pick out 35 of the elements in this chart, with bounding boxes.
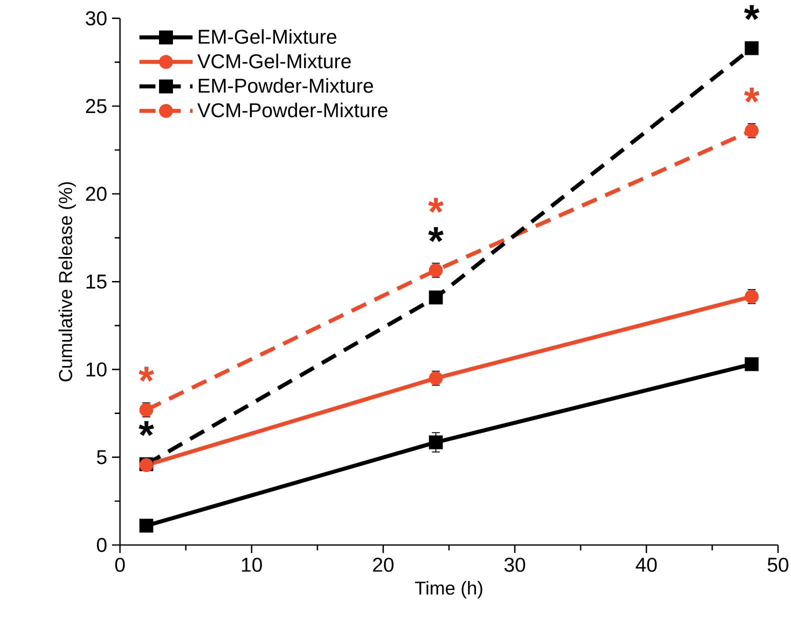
point: [744, 41, 759, 56]
legend-label: EM-Powder-Mixture: [198, 78, 373, 93]
y-tick-label: 10: [86, 362, 106, 377]
x-axis-title: Time (h): [415, 581, 482, 598]
x-tick-label: 30: [504, 558, 526, 572]
point: [428, 263, 443, 278]
legend-label: EM-Gel-Mixture: [198, 29, 336, 44]
x-tick-label: 40: [636, 558, 657, 572]
point: [428, 290, 443, 304]
point: [744, 124, 759, 138]
y-axis-title: Cumulative Release (%): [58, 182, 76, 382]
annotation: *: [744, 5, 760, 20]
legend-label: VCM-Powder-Mixture: [197, 102, 388, 118]
y-tick-label: 25: [86, 99, 106, 114]
point: [428, 371, 443, 386]
point: [744, 357, 759, 372]
y-tick-label: 15: [86, 274, 106, 289]
x-tick-label: 20: [373, 558, 394, 572]
annotation: *: [744, 88, 760, 102]
point: [744, 290, 759, 304]
annotation: *: [138, 366, 154, 382]
point: [428, 435, 443, 450]
x-tick-label: 50: [768, 558, 788, 572]
y-tick-label: 5: [96, 450, 106, 464]
annotation: *: [428, 227, 444, 242]
y-tick-label: 30: [86, 11, 106, 26]
x-tick-label: 0: [115, 558, 125, 572]
y-tick-label: 0: [96, 538, 106, 552]
legend-label: VCM-Gel-Mixture: [197, 54, 351, 68]
x-tick-label: 10: [242, 558, 262, 572]
annotation: *: [428, 198, 444, 213]
annotation: *: [138, 421, 154, 436]
y-tick-label: 20: [86, 186, 106, 201]
point: [139, 518, 154, 533]
point: [139, 402, 154, 417]
